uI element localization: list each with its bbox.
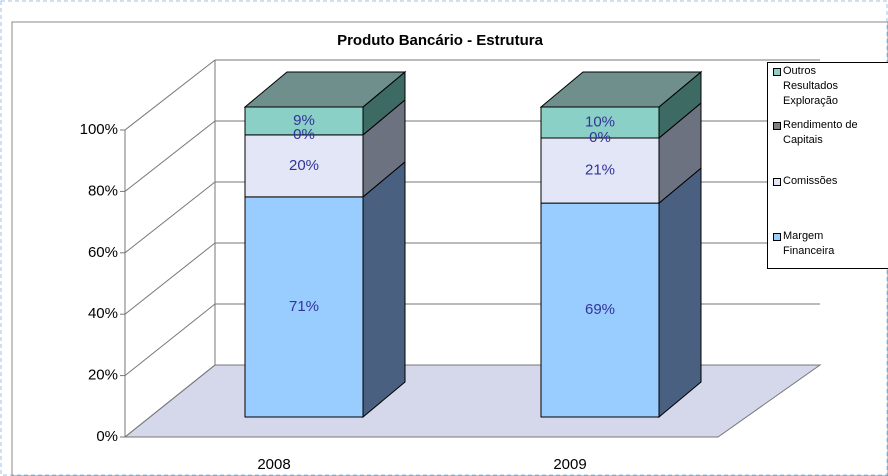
chart-title: Produto Bancário - Estrutura [337,32,544,49]
chart-area [11,21,888,476]
legend-item: Comissões [773,174,886,189]
grid-line [124,59,216,131]
bar-side [362,160,406,419]
y-tick-label: 0% [96,428,118,445]
data-label: 20% [289,157,319,174]
grid-line [124,181,216,254]
legend-swatch [773,68,781,76]
legend-swatch [773,233,781,241]
bar-top [539,71,703,108]
grid-line [124,120,216,192]
data-label: 21% [585,162,615,179]
bar-segment [540,106,660,139]
legend-swatch [773,178,781,186]
bar-segment [540,202,660,418]
data-label: 0% [589,129,611,146]
x-tick-label: 2008 [257,456,290,473]
legend-label: Outros Resultados Exploração [783,65,839,107]
legend-item: Rendimento de Capitais [773,118,886,148]
floor [123,364,822,438]
grid-line [124,364,216,438]
legend-item: Outros Resultados Exploração [773,64,886,109]
bar-segment [244,196,364,418]
legend-label: Margem Financeira [783,230,835,257]
y-tick-label: 60% [88,244,118,261]
y-tick-label: 80% [88,182,118,199]
legend-swatch [773,122,781,130]
legend-label: Comissões [783,175,838,187]
data-label: 9% [293,112,315,129]
data-label: 71% [289,298,319,315]
legend: Outros Resultados Exploração Rendimento d… [767,62,888,269]
bar-top [243,71,407,108]
data-label: 69% [585,301,615,318]
x-tick-label: 2009 [553,456,586,473]
y-tick-label: 20% [88,367,118,384]
data-label: 10% [585,113,615,130]
data-label: 0% [293,126,315,143]
grid-line [124,242,216,315]
legend-label: Rendimento de Capitais [783,119,858,146]
y-tick-label: 100% [80,121,118,138]
grid-line [124,303,216,376]
bar-side [658,167,702,419]
legend-item: Margem Financeira [773,229,886,259]
bar-segment [244,106,364,136]
y-tick-label: 40% [88,305,118,322]
bar-segment [244,134,364,198]
